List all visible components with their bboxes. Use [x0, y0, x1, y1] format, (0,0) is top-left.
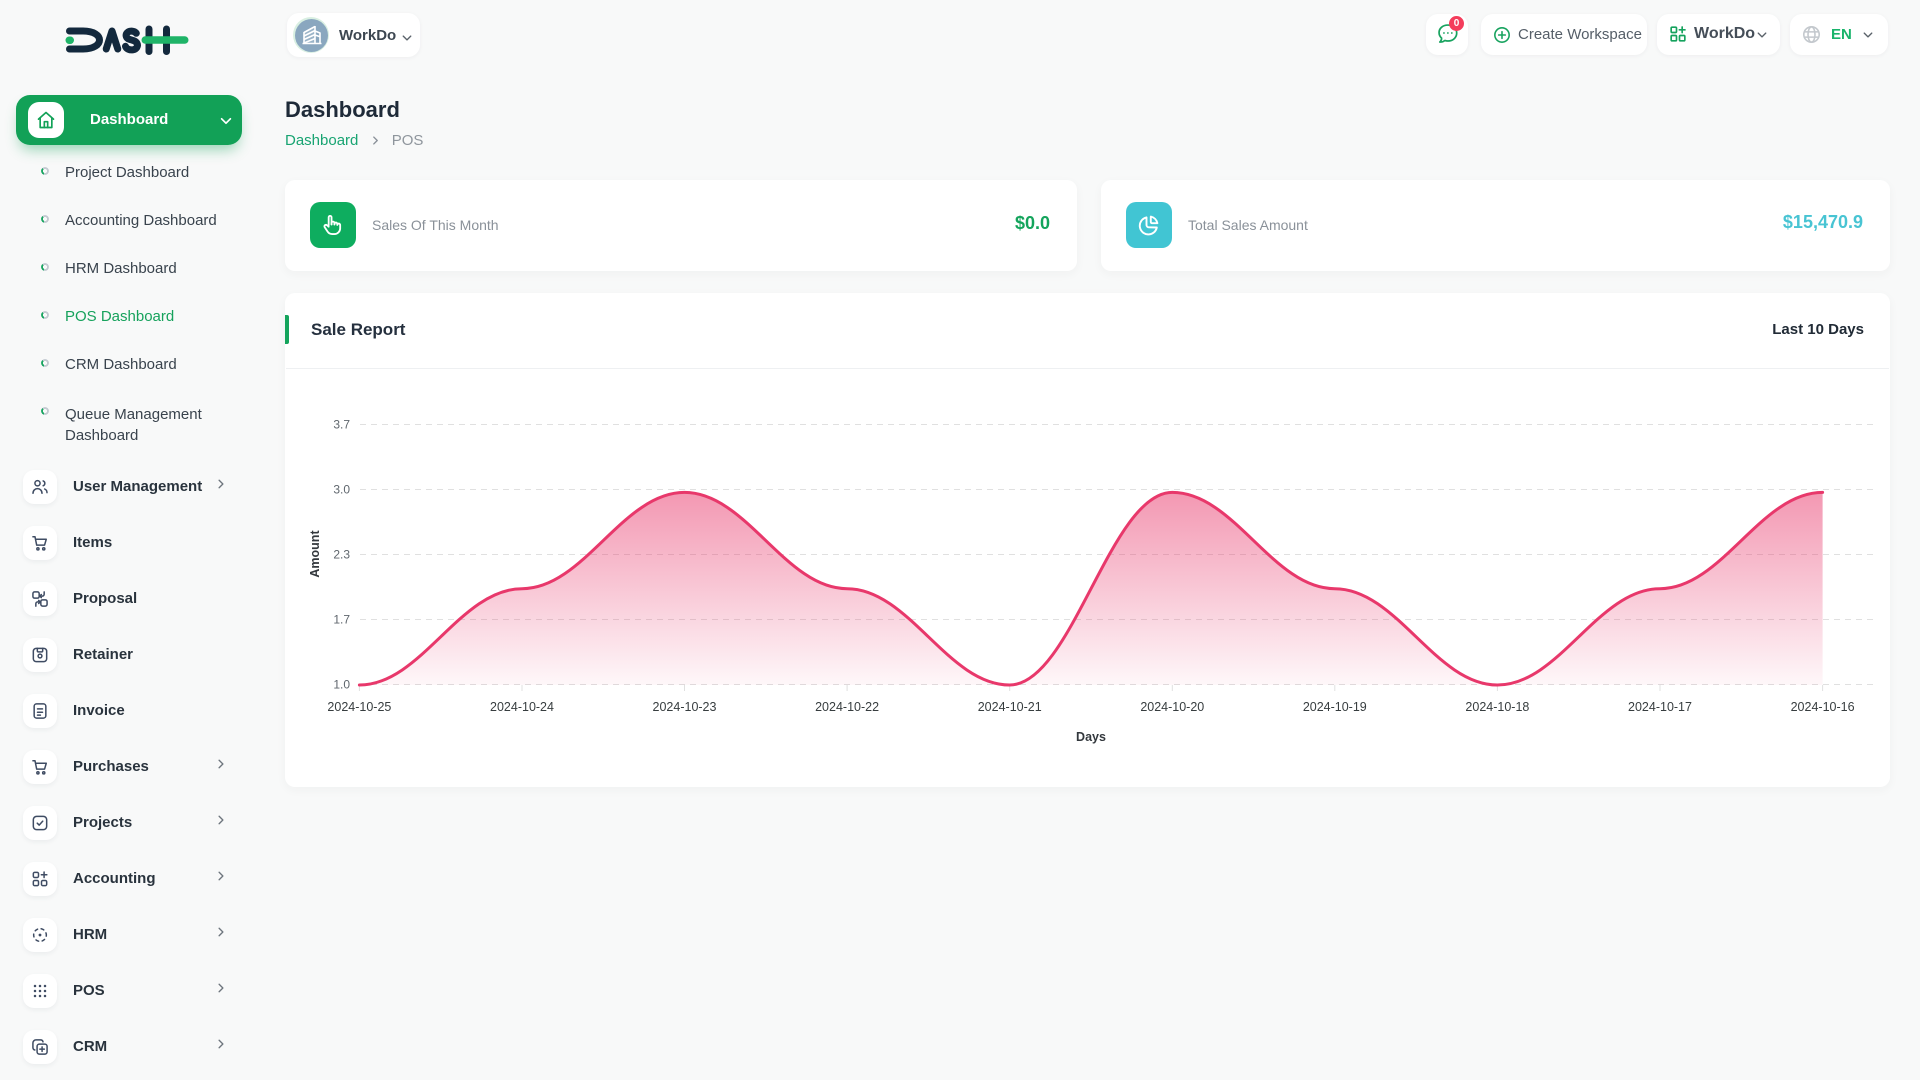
svg-text:Days: Days: [1076, 730, 1106, 744]
svg-text:Amount: Amount: [308, 530, 322, 578]
svg-text:2024-10-19: 2024-10-19: [1303, 700, 1367, 714]
svg-text:2.3: 2.3: [333, 548, 350, 562]
svg-text:3.7: 3.7: [333, 418, 350, 432]
svg-text:2024-10-22: 2024-10-22: [815, 700, 879, 714]
svg-text:1.7: 1.7: [333, 613, 350, 627]
svg-text:2024-10-18: 2024-10-18: [1465, 700, 1529, 714]
svg-text:2024-10-24: 2024-10-24: [490, 700, 554, 714]
svg-text:2024-10-17: 2024-10-17: [1628, 700, 1692, 714]
svg-text:2024-10-20: 2024-10-20: [1140, 700, 1204, 714]
svg-text:2024-10-25: 2024-10-25: [327, 700, 391, 714]
svg-text:2024-10-21: 2024-10-21: [978, 700, 1042, 714]
svg-text:2024-10-16: 2024-10-16: [1791, 700, 1855, 714]
svg-text:1.0: 1.0: [333, 678, 350, 692]
svg-text:2024-10-23: 2024-10-23: [653, 700, 717, 714]
svg-text:3.0: 3.0: [333, 483, 350, 497]
